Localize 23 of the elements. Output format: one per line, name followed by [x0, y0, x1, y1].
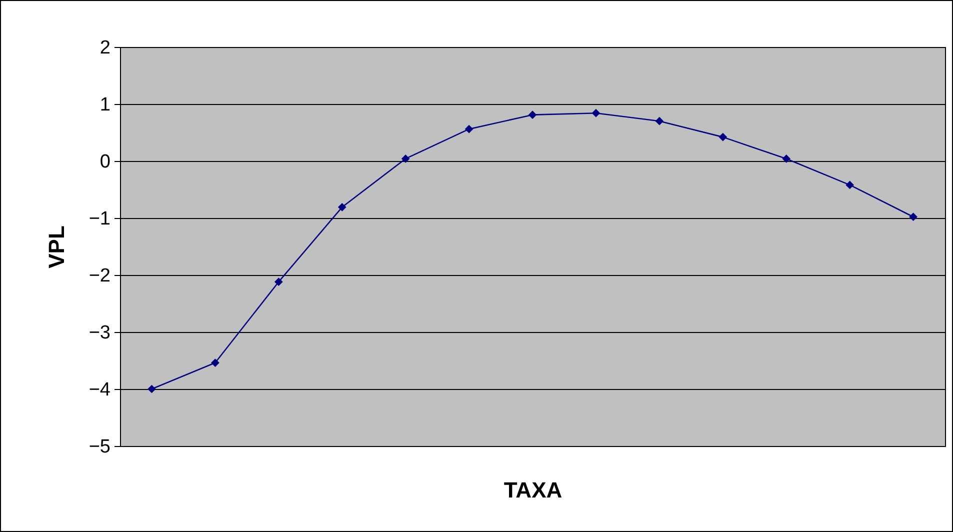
x-axis-title: TAXA: [504, 478, 562, 502]
point: [846, 180, 854, 190]
point: [274, 278, 283, 286]
point: [211, 358, 220, 367]
y-axis-title: VPL: [44, 226, 69, 268]
y-tick-label: −5: [88, 436, 110, 458]
point: [401, 154, 410, 163]
point: [464, 124, 474, 134]
y-tick-label: 0: [100, 152, 110, 172]
point: [718, 132, 728, 142]
y-tick-label: −1: [88, 208, 110, 230]
point: [592, 108, 600, 118]
point: [338, 202, 346, 212]
y-tick-label: 2: [100, 38, 110, 58]
point: [528, 110, 537, 120]
point: [909, 212, 918, 222]
y-tick-label: −2: [88, 266, 110, 286]
y-tick-label: 1: [100, 94, 110, 116]
point: [148, 384, 156, 394]
point: [655, 116, 664, 126]
y-tick-label: −4: [88, 380, 111, 400]
point: [782, 154, 791, 163]
y-tick-label: −3: [88, 322, 110, 344]
